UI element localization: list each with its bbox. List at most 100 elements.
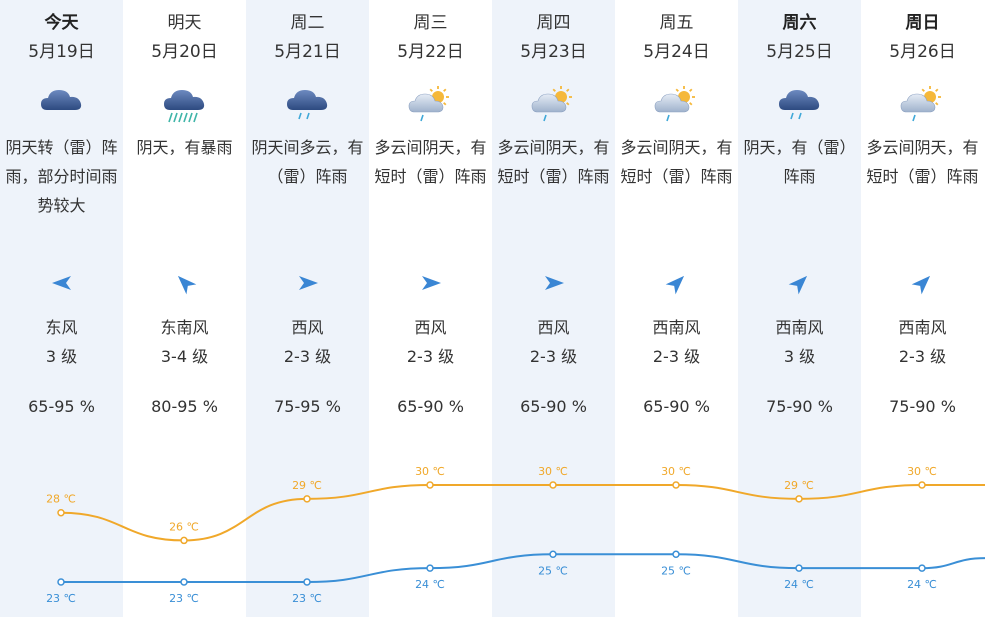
high-temp-label: 26 ℃: [169, 520, 199, 533]
high-temp-label: 30 ℃: [415, 465, 445, 478]
wind-direction: 西风: [291, 318, 324, 337]
cloud-icon: [0, 84, 123, 124]
sun-cloud-rain-icon: [492, 84, 615, 124]
day-label: 周三: [413, 13, 448, 33]
wind-direction: 东风: [45, 318, 78, 337]
humidity-range: 65-90 %: [397, 397, 464, 416]
high-temp-point: [180, 536, 188, 545]
wind-level: 2-3 级: [283, 347, 332, 366]
date-label: 5月19日: [28, 42, 95, 62]
wind-level: 2-3 级: [529, 347, 578, 366]
sun-cloud-rain-icon: [861, 84, 984, 124]
high-temp-point: [303, 495, 311, 503]
high-temp-label: 30 ℃: [661, 465, 691, 478]
high-temp-point: [672, 481, 680, 489]
high-temp-point: [918, 481, 926, 489]
wind-direction: 东南风: [160, 318, 209, 337]
low-temp-label: 25 ℃: [538, 564, 568, 577]
humidity-range: 75-90 %: [889, 397, 956, 416]
day-label: 今天: [44, 13, 79, 33]
low-temp-label: 23 ℃: [292, 592, 322, 605]
high-temp-label: 30 ℃: [907, 465, 937, 478]
low-temp-point: [57, 578, 65, 586]
low-temp-label: 25 ℃: [661, 564, 691, 577]
wind-arrow-northeast-icon: [615, 270, 738, 296]
high-temp-label: 30 ℃: [538, 465, 568, 478]
wind-arrow-west-icon: [0, 270, 123, 296]
sun-cloud-rain-icon: [369, 84, 492, 124]
low-temp-label: 23 ℃: [169, 592, 199, 605]
low-temp-point: [426, 564, 434, 572]
day-column: 周五 5月24日多云间阴天，有短时（雷）阵雨西南风 2-3 级 65-90 %: [615, 0, 738, 617]
humidity-range: 75-95 %: [274, 397, 341, 416]
weather-description: 阴天，有暴雨: [136, 138, 233, 157]
date-label: 5月23日: [520, 42, 587, 62]
weather-description: 多云间阴天，有短时（雷）阵雨: [866, 138, 979, 186]
temperature-chart: 28 ℃ 26 ℃ 29 ℃ 30 ℃ 30 ℃ 30 ℃ 29 ℃ 30 ℃ 23 ℃ 23 ℃…: [46, 465, 985, 605]
wind-direction: 西风: [414, 318, 447, 337]
sun-cloud-rain-icon: [615, 84, 738, 124]
cloud-rain-icon: [738, 84, 861, 124]
day-column: 周四 5月23日多云间阴天，有短时（雷）阵雨西风 2-3 级 65-90 %: [492, 0, 615, 617]
weather-description: 多云间阴天，有短时（雷）阵雨: [620, 138, 733, 186]
day-column: 周三 5月22日多云间阴天，有短时（雷）阵雨西风 2-3 级 65-90 %: [369, 0, 492, 617]
wind-level: 2-3 级: [652, 347, 701, 366]
day-label: 周五: [659, 13, 694, 33]
high-temp-line: [60, 484, 985, 542]
day-label: 周二: [290, 13, 325, 33]
low-temp-point: [795, 564, 803, 572]
high-temp-point: [795, 495, 803, 503]
date-label: 5月21日: [274, 42, 341, 62]
low-temp-label: 24 ℃: [415, 578, 445, 591]
weather-description: 多云间阴天，有短时（雷）阵雨: [374, 138, 487, 186]
wind-direction: 西风: [537, 318, 570, 337]
day-column: 周日 5月26日 多云间阴天，有短时（雷）阵雨 西南风 2-3 级 75-90 %: [861, 0, 984, 617]
humidity-range: 75-90 %: [766, 397, 833, 416]
wind-direction: 西南风: [775, 318, 824, 337]
low-temp-point: [549, 550, 557, 559]
low-temp-label: 24 ℃: [784, 578, 814, 591]
wind-level: 3-4 级: [160, 347, 209, 366]
wind-level: 2-3 级: [898, 347, 947, 366]
weather-description: 阴天，有（雷）阵雨: [743, 138, 856, 186]
wind-level: 2-3 级: [406, 347, 455, 366]
high-temp-label: 28 ℃: [46, 493, 76, 506]
weather-description: 阴天间多云，有（雷）阵雨: [251, 138, 364, 186]
humidity-range: 65-90 %: [520, 397, 587, 416]
cloud-rain-icon: [246, 84, 369, 124]
wind-arrow-east-icon: [369, 270, 492, 296]
day-label: 周六: [782, 13, 817, 33]
date-label: 5月22日: [397, 42, 464, 62]
wind-arrow-northeast-icon: [861, 270, 984, 296]
date-label: 5月24日: [643, 42, 710, 62]
low-temp-point: [672, 550, 680, 559]
high-temp-point: [57, 508, 65, 517]
weather-description: 阴天转（雷）阵雨，部分时间雨势较大: [5, 138, 118, 215]
day-column: 明天 5月20日阴天，有暴雨 东南风 3-4 级 80-95 %: [123, 0, 246, 617]
high-temp-label: 29 ℃: [292, 479, 322, 492]
heavy-rain-icon: [123, 84, 246, 124]
wind-level: 3 级: [783, 347, 816, 366]
wind-arrow-east-icon: [492, 270, 615, 296]
low-temp-point: [180, 578, 188, 586]
high-temp-label: 29 ℃: [784, 479, 814, 492]
day-label: 周四: [536, 13, 571, 33]
low-temp-point: [918, 564, 926, 572]
low-temp-point: [303, 578, 311, 586]
date-label: 5月25日: [766, 42, 833, 62]
wind-direction: 西南风: [652, 318, 701, 337]
wind-direction: 西南风: [898, 318, 947, 337]
day-column: 周六 5月25日阴天，有（雷）阵雨西南风 3 级 75-90 %: [738, 0, 861, 617]
humidity-range: 65-95 %: [28, 397, 95, 416]
high-temp-point: [426, 481, 434, 489]
wind-arrow-northwest-icon: [123, 270, 246, 296]
high-temp-point: [549, 481, 557, 489]
weather-description: 多云间阴天，有短时（雷）阵雨: [497, 138, 610, 186]
date-label: 5月20日: [151, 42, 218, 62]
day-label: 明天: [167, 13, 202, 33]
wind-arrow-east-icon: [246, 270, 369, 296]
low-temp-label: 24 ℃: [907, 578, 937, 591]
humidity-range: 80-95 %: [151, 397, 218, 416]
humidity-range: 65-90 %: [643, 397, 710, 416]
